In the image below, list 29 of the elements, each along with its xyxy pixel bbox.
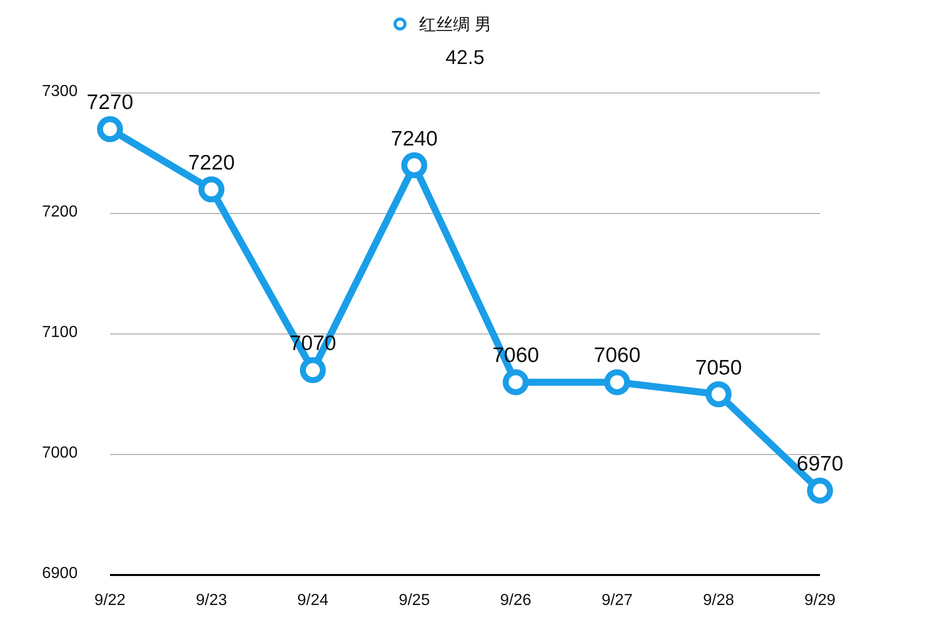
x-tick-label: 9/25 (398, 592, 430, 609)
x-tick-label: 9/24 (297, 592, 329, 609)
y-tick-label: 7000 (42, 444, 78, 462)
point (300, 357, 326, 384)
x-tick-label: 9/28 (703, 592, 734, 609)
y-tick-label: 6900 (42, 565, 78, 582)
data-label: 7060 (594, 344, 640, 368)
x-tick-label: 9/27 (602, 592, 633, 609)
data-label: 7240 (390, 127, 438, 150)
point (401, 152, 428, 178)
x-tick-label: 9/22 (94, 592, 126, 609)
y-tick-label: 7300 (42, 83, 78, 100)
data-label: 7050 (695, 356, 742, 380)
point (706, 381, 732, 408)
x-tick-label: 9/29 (804, 592, 836, 609)
chart-subtitle: 42.5 (446, 47, 484, 69)
point (198, 176, 224, 202)
data-label: 7270 (86, 91, 134, 114)
point (502, 369, 529, 396)
point (604, 369, 630, 396)
legend-label: 红丝绸 男 (419, 15, 492, 34)
point (807, 478, 833, 504)
data-label: 7220 (188, 151, 235, 174)
point (97, 116, 123, 142)
x-tick-label: 9/26 (500, 592, 532, 609)
y-tick-label: 7200 (42, 204, 78, 220)
y-tick-label: 7100 (42, 324, 78, 341)
data-label: 6970 (796, 452, 844, 476)
x-tick-label: 9/23 (196, 592, 228, 609)
